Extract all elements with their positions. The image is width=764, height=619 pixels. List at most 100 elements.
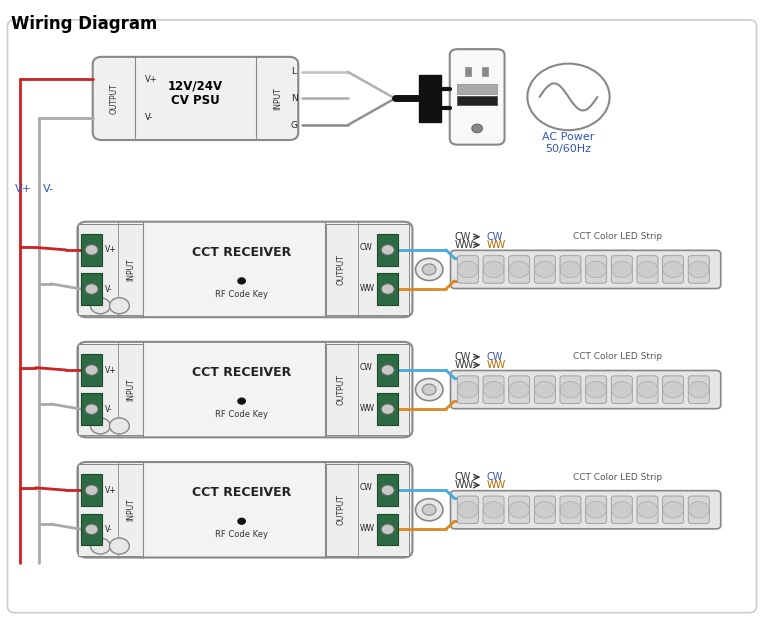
- Circle shape: [509, 501, 529, 518]
- FancyBboxPatch shape: [509, 376, 529, 404]
- FancyBboxPatch shape: [560, 376, 581, 404]
- Circle shape: [586, 261, 607, 278]
- Circle shape: [90, 298, 110, 314]
- Text: WW: WW: [360, 284, 375, 293]
- Text: V+: V+: [105, 245, 117, 254]
- Circle shape: [560, 261, 581, 278]
- FancyBboxPatch shape: [586, 256, 607, 284]
- Circle shape: [109, 418, 129, 434]
- Bar: [78, 344, 143, 435]
- Bar: [81, 354, 102, 386]
- FancyBboxPatch shape: [560, 496, 581, 524]
- FancyBboxPatch shape: [560, 256, 581, 284]
- Bar: [377, 234, 398, 266]
- Circle shape: [484, 261, 503, 278]
- Bar: [81, 474, 102, 506]
- Text: OUTPUT: OUTPUT: [109, 83, 118, 114]
- FancyBboxPatch shape: [637, 496, 658, 524]
- FancyBboxPatch shape: [688, 496, 709, 524]
- FancyBboxPatch shape: [77, 222, 413, 317]
- Circle shape: [85, 404, 98, 415]
- Text: INPUT: INPUT: [126, 258, 135, 281]
- Bar: [458, 84, 497, 94]
- Circle shape: [85, 524, 98, 535]
- Text: V+: V+: [144, 75, 157, 84]
- Circle shape: [663, 381, 683, 398]
- FancyBboxPatch shape: [637, 376, 658, 404]
- Text: CW: CW: [455, 472, 471, 482]
- Bar: [481, 67, 488, 76]
- Circle shape: [535, 261, 555, 278]
- FancyBboxPatch shape: [586, 496, 607, 524]
- Text: WW: WW: [360, 524, 375, 534]
- Text: V-: V-: [105, 285, 112, 293]
- Circle shape: [527, 64, 610, 130]
- FancyBboxPatch shape: [92, 57, 298, 140]
- FancyBboxPatch shape: [611, 256, 633, 284]
- FancyBboxPatch shape: [534, 256, 555, 284]
- FancyBboxPatch shape: [458, 376, 478, 404]
- Text: RF Code Key: RF Code Key: [215, 410, 268, 419]
- Text: WW: WW: [487, 360, 506, 370]
- FancyBboxPatch shape: [458, 256, 478, 284]
- Circle shape: [688, 381, 709, 398]
- FancyBboxPatch shape: [637, 256, 658, 284]
- Text: V-: V-: [105, 405, 112, 413]
- Text: CCT Color LED Strip: CCT Color LED Strip: [574, 352, 662, 361]
- Circle shape: [422, 264, 436, 275]
- Bar: [81, 273, 102, 305]
- FancyBboxPatch shape: [534, 376, 555, 404]
- Text: CCT RECEIVER: CCT RECEIVER: [192, 366, 291, 379]
- Circle shape: [109, 298, 129, 314]
- Text: AC Power
50/60Hz: AC Power 50/60Hz: [542, 132, 594, 154]
- Circle shape: [381, 365, 394, 375]
- Circle shape: [484, 501, 503, 518]
- Circle shape: [85, 365, 98, 375]
- Text: INPUT: INPUT: [126, 498, 135, 521]
- Circle shape: [85, 245, 98, 255]
- Text: V+: V+: [105, 366, 117, 374]
- Text: INPUT: INPUT: [126, 378, 135, 401]
- FancyBboxPatch shape: [662, 376, 684, 404]
- FancyBboxPatch shape: [483, 376, 504, 404]
- Text: WW: WW: [360, 404, 375, 413]
- FancyBboxPatch shape: [611, 376, 633, 404]
- FancyBboxPatch shape: [483, 496, 504, 524]
- Text: OUTPUT: OUTPUT: [336, 374, 345, 405]
- Bar: [377, 514, 398, 545]
- Text: V+: V+: [105, 486, 117, 495]
- Bar: [377, 474, 398, 506]
- Bar: [325, 344, 410, 435]
- Text: WW: WW: [455, 480, 474, 490]
- FancyBboxPatch shape: [509, 256, 529, 284]
- Bar: [377, 273, 398, 305]
- Circle shape: [238, 278, 245, 284]
- Text: 12V/24V
CV PSU: 12V/24V CV PSU: [168, 79, 223, 108]
- Circle shape: [637, 261, 658, 278]
- Circle shape: [509, 381, 529, 398]
- Bar: [78, 464, 143, 556]
- Text: V+: V+: [15, 184, 32, 194]
- Circle shape: [90, 538, 110, 554]
- Bar: [78, 223, 143, 315]
- Text: RF Code Key: RF Code Key: [215, 290, 268, 299]
- Circle shape: [458, 381, 478, 398]
- Circle shape: [381, 485, 394, 495]
- FancyBboxPatch shape: [77, 342, 413, 438]
- Circle shape: [535, 381, 555, 398]
- Text: Wiring Diagram: Wiring Diagram: [11, 15, 157, 33]
- Text: V-: V-: [44, 184, 54, 194]
- Text: CW: CW: [455, 352, 471, 362]
- Circle shape: [637, 381, 658, 398]
- Text: CW: CW: [360, 243, 373, 252]
- Circle shape: [560, 501, 581, 518]
- Text: CW: CW: [455, 232, 471, 242]
- Circle shape: [109, 538, 129, 554]
- Text: CCT RECEIVER: CCT RECEIVER: [192, 486, 291, 499]
- Circle shape: [458, 261, 478, 278]
- Circle shape: [663, 261, 683, 278]
- Circle shape: [381, 245, 394, 255]
- Circle shape: [85, 485, 98, 495]
- Text: CW: CW: [487, 232, 503, 242]
- Bar: [325, 223, 410, 315]
